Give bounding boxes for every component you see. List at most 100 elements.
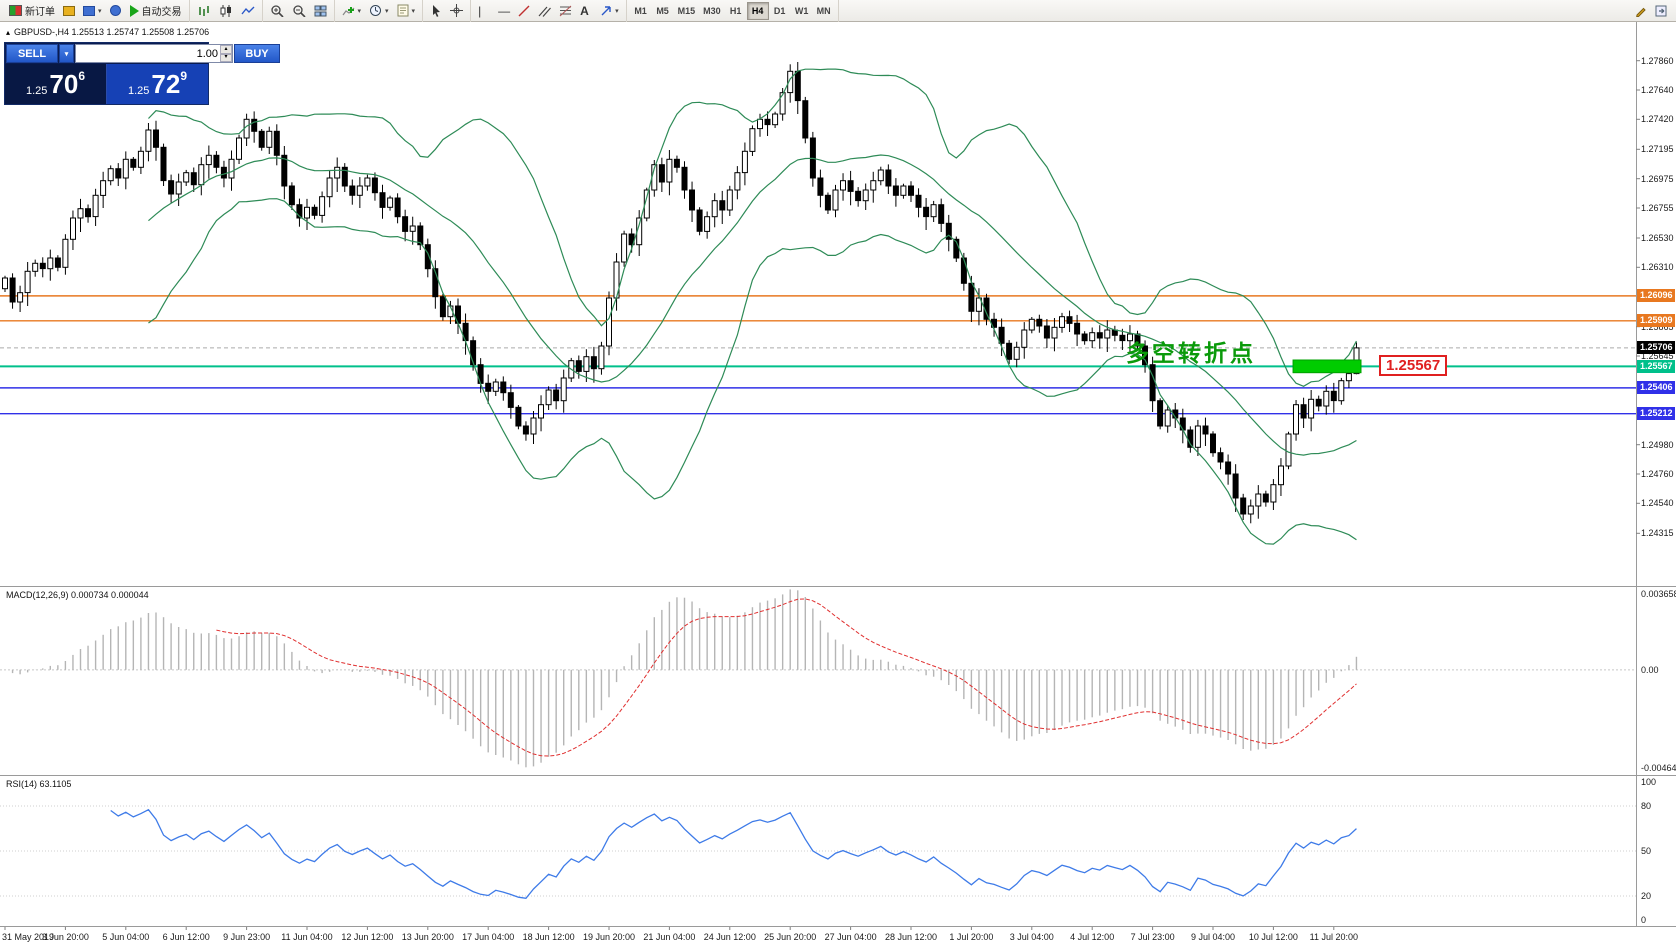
shapes-button[interactable]: ▾: [596, 1, 623, 21]
timeframe-button-H1[interactable]: H1: [725, 2, 747, 20]
timeframe-button-D1[interactable]: D1: [769, 2, 791, 20]
candle: [228, 158, 235, 179]
fibonacci-button[interactable]: [555, 1, 576, 21]
tile-windows-button[interactable]: [310, 1, 331, 21]
candle: [598, 345, 605, 370]
volume-decrease-button[interactable]: ▾: [220, 53, 232, 62]
timeframe-button-H4[interactable]: H4: [746, 1, 769, 20]
candle: [696, 209, 703, 232]
periods-button[interactable]: ▾: [365, 1, 393, 21]
trendline-button[interactable]: [514, 1, 534, 21]
toolbar-group-objects-menus: ▾ ▾ ▾: [335, 0, 424, 22]
volume-input[interactable]: [76, 45, 220, 62]
candle: [855, 190, 862, 202]
chevron-down-icon: ▾: [98, 7, 102, 15]
candle: [711, 200, 718, 218]
candle: [689, 189, 695, 211]
candle: [583, 356, 590, 372]
price-scale-label: 1.27420: [1641, 114, 1674, 125]
candle: [1036, 318, 1043, 327]
rsi-indicator-label: RSI(14) 63.1105: [6, 779, 72, 789]
buy-price-big: 72: [151, 69, 181, 99]
candle: [1278, 465, 1284, 486]
bar-chart-button[interactable]: [193, 1, 215, 21]
candle: [1247, 505, 1254, 515]
price-callout-label[interactable]: 1.25567: [1379, 355, 1448, 376]
price-scale-label: 1.26975: [1641, 173, 1674, 184]
candle: [9, 277, 16, 303]
candle: [500, 381, 507, 394]
candle: [1096, 332, 1103, 339]
line-chart-button[interactable]: [237, 1, 259, 21]
candlestick-chart-button[interactable]: [215, 1, 237, 21]
candle: [719, 200, 726, 211]
sound-button[interactable]: [106, 1, 126, 21]
timeframe-button-W1[interactable]: W1: [791, 2, 813, 20]
one-click-menu-button[interactable]: ▾: [59, 44, 74, 63]
candle: [847, 180, 854, 192]
candle: [296, 204, 303, 219]
candle: [1293, 404, 1299, 435]
candle: [175, 181, 182, 195]
candle: [832, 189, 839, 211]
horizontal-line-icon: —: [498, 3, 511, 18]
text-button[interactable]: A: [576, 1, 596, 21]
draw-tools-button[interactable]: [1631, 1, 1651, 21]
sell-button[interactable]: SELL: [6, 44, 58, 63]
candle: [304, 206, 310, 219]
timeframe-button-M1[interactable]: M1: [630, 2, 652, 20]
auto-trading-button[interactable]: 自动交易: [126, 1, 186, 21]
play-icon: [129, 4, 139, 17]
candle: [945, 222, 952, 240]
time-axis-label: 3 Jun 20:00: [41, 932, 89, 942]
zoom-in-button[interactable]: [266, 1, 288, 21]
volume-increase-button[interactable]: ▴: [220, 45, 232, 54]
candle: [122, 158, 129, 179]
candle: [1255, 493, 1262, 507]
new-order-button[interactable]: 新订单: [5, 1, 59, 21]
zoom-out-button[interactable]: [288, 1, 310, 21]
timeframe-button-MN[interactable]: MN: [813, 2, 835, 20]
toolbar-group-chart-type: [190, 0, 263, 22]
timeframe-button-M5[interactable]: M5: [652, 2, 674, 20]
candle: [334, 166, 341, 179]
chart-annotation-text[interactable]: 多空转折点: [1126, 340, 1256, 366]
indicators-button[interactable]: ▾: [338, 1, 366, 21]
candle: [371, 177, 378, 194]
channel-button[interactable]: [534, 1, 555, 21]
candle: [1285, 433, 1292, 467]
collapse-arrow-icon[interactable]: ▴: [6, 27, 11, 37]
sound-icon: [109, 5, 121, 16]
chart-shift-button[interactable]: [1651, 1, 1671, 21]
candle: [130, 158, 137, 168]
profiles-button[interactable]: ▾: [79, 1, 106, 21]
candle: [1232, 473, 1239, 499]
buy-price-display[interactable]: 1.25 72 9: [107, 64, 208, 104]
timeframe-button-M30[interactable]: M30: [699, 2, 725, 20]
candle: [704, 216, 711, 232]
highlight-box[interactable]: [1292, 359, 1362, 374]
crosshair-button[interactable]: [446, 1, 467, 21]
timeframe-button-M15[interactable]: M15: [674, 2, 700, 20]
candle: [915, 194, 922, 208]
horizontal-line-button[interactable]: —: [494, 1, 514, 21]
templates-button[interactable]: ▾: [393, 1, 420, 21]
cursor-button[interactable]: [426, 1, 446, 21]
vertical-line-button[interactable]: |: [474, 1, 494, 21]
time-axis-label: 17 Jun 04:00: [462, 932, 515, 942]
sell-price-display[interactable]: 1.25 70 6: [5, 64, 107, 104]
pencil-icon: [1636, 7, 1646, 17]
buy-button[interactable]: BUY: [234, 44, 280, 63]
price-tag: 1.25212: [1637, 407, 1675, 421]
price-scale-label: 1.25645: [1641, 351, 1674, 361]
candle: [1127, 333, 1133, 342]
new-chart-button[interactable]: [59, 1, 79, 21]
candle: [870, 180, 877, 191]
candle: [923, 206, 930, 218]
candle: [734, 172, 741, 191]
candle: [1270, 484, 1277, 503]
price-scale-label: 1.24315: [1641, 528, 1674, 539]
candle: [1262, 493, 1269, 503]
